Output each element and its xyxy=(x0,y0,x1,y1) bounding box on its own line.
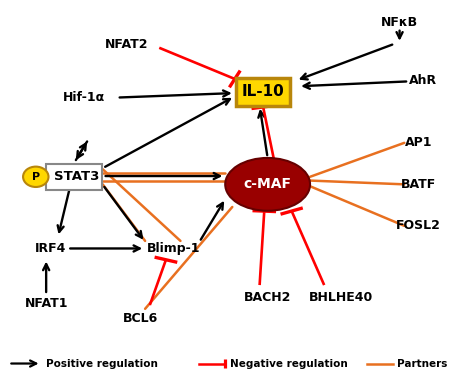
Text: BATF: BATF xyxy=(401,178,436,191)
Text: Positive regulation: Positive regulation xyxy=(46,358,158,369)
Text: IL-10: IL-10 xyxy=(242,84,284,100)
Text: c-MAF: c-MAF xyxy=(244,177,292,192)
Text: NFκB: NFκB xyxy=(381,16,418,28)
Text: P: P xyxy=(32,172,40,182)
Text: FOSL2: FOSL2 xyxy=(396,219,441,232)
Text: IRF4: IRF4 xyxy=(35,242,66,255)
Text: BCL6: BCL6 xyxy=(123,312,158,325)
Circle shape xyxy=(23,166,48,187)
Text: STAT3: STAT3 xyxy=(54,170,100,183)
Ellipse shape xyxy=(225,158,310,211)
FancyBboxPatch shape xyxy=(46,164,102,190)
Text: AhR: AhR xyxy=(409,74,437,87)
Text: Negative regulation: Negative regulation xyxy=(230,358,348,369)
Text: NFAT1: NFAT1 xyxy=(24,297,68,310)
Text: BHLHE40: BHLHE40 xyxy=(309,291,373,304)
Text: Partners: Partners xyxy=(397,358,447,369)
Text: AP1: AP1 xyxy=(405,136,432,149)
Text: BACH2: BACH2 xyxy=(244,291,292,304)
Text: Hif-1α: Hif-1α xyxy=(63,91,105,104)
Text: Blimp-1: Blimp-1 xyxy=(146,242,200,255)
FancyBboxPatch shape xyxy=(236,78,290,106)
Text: NFAT2: NFAT2 xyxy=(104,38,148,51)
